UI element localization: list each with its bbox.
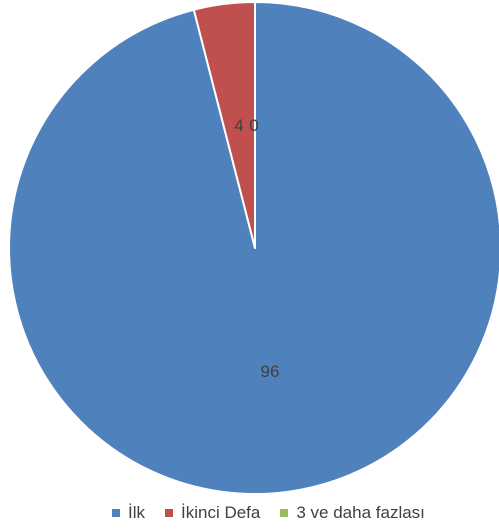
legend-swatch-ikinci-defa bbox=[165, 509, 173, 517]
legend-swatch-ilk bbox=[112, 509, 120, 517]
legend-label-3-ve-daha-fazlasi: 3 ve daha fazlası bbox=[296, 503, 425, 522]
pie-slice-ikinci-defa bbox=[192, 1, 256, 249]
pie-slices bbox=[8, 1, 499, 495]
pie-chart: 96 4 0 bbox=[8, 1, 499, 495]
data-label-ilk: 96 bbox=[261, 362, 280, 381]
data-label-ikinci-defa: 4 bbox=[234, 116, 243, 135]
chart-legend: İlk İkinci Defa 3 ve daha fazlası bbox=[112, 501, 425, 525]
legend-item-ilk: İlk bbox=[112, 503, 145, 523]
legend-label-ikinci-defa: İkinci Defa bbox=[181, 503, 261, 522]
data-label-3-ve-daha-fazlasi: 0 bbox=[249, 116, 258, 135]
legend-item-3-ve-daha-fazlasi: 3 ve daha fazlası bbox=[280, 503, 425, 523]
pie-data-labels: 96 4 0 bbox=[234, 116, 279, 381]
legend-item-ikinci-defa: İkinci Defa bbox=[165, 503, 260, 523]
legend-label-ilk: İlk bbox=[128, 503, 145, 522]
legend-swatch-3-ve-daha-fazlasi bbox=[280, 509, 289, 517]
